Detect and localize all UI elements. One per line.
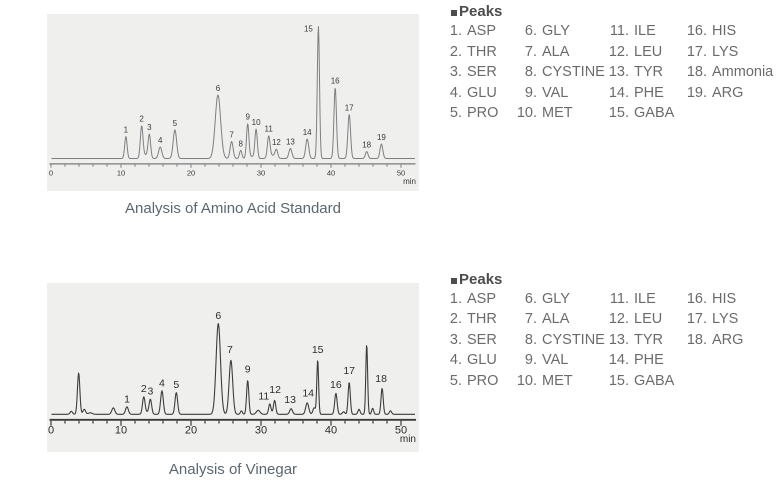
svg-text:30: 30 — [255, 425, 267, 437]
svg-text:14: 14 — [303, 128, 312, 137]
svg-text:20: 20 — [185, 425, 197, 437]
svg-text:12: 12 — [272, 138, 281, 147]
svg-text:16: 16 — [331, 77, 340, 86]
svg-text:min: min — [400, 434, 416, 445]
svg-text:5: 5 — [173, 379, 179, 391]
svg-text:16: 16 — [330, 379, 342, 391]
svg-text:30: 30 — [257, 169, 265, 178]
svg-text:8: 8 — [238, 139, 243, 148]
svg-text:50: 50 — [397, 169, 405, 178]
svg-text:0: 0 — [48, 425, 54, 437]
svg-text:18: 18 — [362, 141, 371, 150]
svg-text:1: 1 — [124, 126, 129, 135]
svg-text:2: 2 — [139, 115, 144, 124]
svg-text:17: 17 — [345, 103, 354, 112]
svg-text:6: 6 — [216, 84, 221, 93]
svg-text:7: 7 — [229, 131, 234, 140]
svg-text:3: 3 — [147, 123, 152, 132]
svg-text:13: 13 — [286, 138, 295, 147]
svg-text:10: 10 — [117, 169, 125, 178]
svg-text:4: 4 — [158, 136, 163, 145]
svg-text:40: 40 — [325, 425, 337, 437]
svg-text:3: 3 — [147, 386, 153, 398]
svg-text:12: 12 — [269, 384, 281, 396]
svg-text:7: 7 — [227, 344, 233, 356]
svg-text:20: 20 — [187, 169, 195, 178]
svg-text:10: 10 — [115, 425, 127, 437]
svg-text:0: 0 — [49, 169, 53, 178]
svg-text:14: 14 — [302, 387, 314, 399]
svg-text:40: 40 — [327, 169, 335, 178]
svg-text:15: 15 — [312, 344, 324, 356]
svg-text:1: 1 — [124, 393, 130, 405]
svg-text:6: 6 — [215, 310, 221, 322]
svg-text:18: 18 — [375, 373, 387, 385]
svg-text:min: min — [403, 177, 416, 186]
svg-text:4: 4 — [159, 377, 165, 389]
svg-text:13: 13 — [284, 394, 296, 406]
svg-text:2: 2 — [141, 383, 147, 395]
svg-text:9: 9 — [245, 113, 250, 122]
svg-text:5: 5 — [173, 119, 178, 128]
svg-text:17: 17 — [343, 365, 355, 377]
svg-text:11: 11 — [265, 125, 274, 134]
svg-text:15: 15 — [304, 25, 313, 34]
svg-text:9: 9 — [245, 363, 251, 375]
svg-text:10: 10 — [252, 118, 261, 127]
svg-text:50: 50 — [395, 425, 407, 437]
svg-text:19: 19 — [377, 133, 386, 142]
svg-text:11: 11 — [258, 390, 269, 402]
